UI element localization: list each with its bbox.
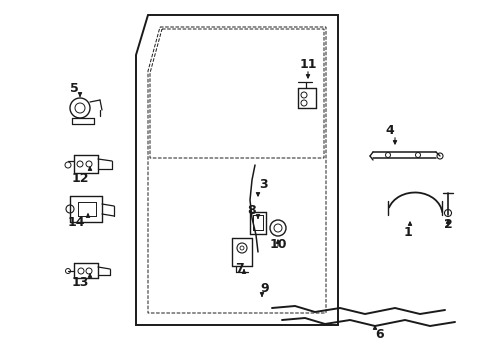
Text: 1: 1 [403, 226, 411, 239]
Text: 9: 9 [260, 282, 269, 294]
Text: 3: 3 [258, 179, 267, 192]
Text: 12: 12 [71, 171, 88, 184]
Text: 7: 7 [235, 261, 244, 274]
Text: 4: 4 [385, 123, 393, 136]
Text: 2: 2 [443, 219, 451, 231]
Text: 6: 6 [375, 328, 384, 342]
Text: 10: 10 [269, 238, 286, 251]
Text: 14: 14 [67, 216, 84, 229]
Text: 8: 8 [247, 203, 256, 216]
Text: 5: 5 [69, 81, 78, 94]
Text: 11: 11 [299, 58, 316, 71]
Text: 13: 13 [71, 276, 88, 289]
